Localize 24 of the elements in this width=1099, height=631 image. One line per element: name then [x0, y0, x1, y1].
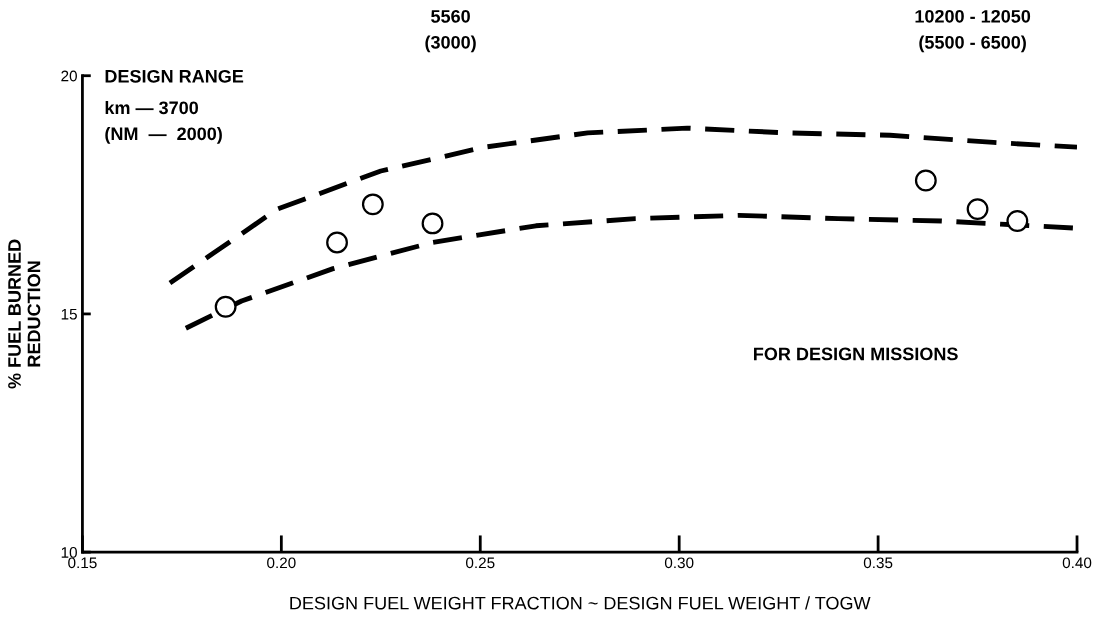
line-series — [167, 125, 1078, 286]
annotation: FOR DESIGN MISSIONS — [754, 347, 958, 361]
y-axis-title: % FUEL BURNED REDUCTION — [8, 239, 41, 389]
point — [914, 169, 937, 192]
text: 5560 (3000) — [425, 9, 476, 53]
point — [421, 212, 444, 235]
x-tick-label: 0.25 — [465, 557, 495, 569]
y-tick-label: 10 — [61, 546, 77, 558]
y-tick-label: 15 — [61, 308, 77, 320]
y-tick-label: 20 — [61, 70, 77, 82]
point — [361, 193, 384, 216]
x-tick-label: 0.35 — [863, 557, 893, 569]
point — [326, 231, 348, 254]
x-tick-label: 0.40 — [1062, 557, 1092, 569]
x-tick-label: 0.15 — [68, 557, 97, 569]
x-axis-title: DESIGN FUEL WEIGHT FRACTION ~ DESIGN FUEL WEIGHT / TOGW — [290, 596, 871, 610]
point — [1006, 210, 1029, 232]
x-tick-label: 0.20 — [267, 557, 296, 569]
point — [214, 295, 237, 318]
annotation: DESIGN RANGE — [105, 69, 244, 83]
x-tick-label: 0.30 — [664, 557, 694, 569]
text: 10200 - 12050 (5500 - 6500) — [915, 9, 1031, 53]
annotation: km — 3700 (NM — 2000) — [105, 100, 222, 144]
point — [966, 198, 989, 221]
